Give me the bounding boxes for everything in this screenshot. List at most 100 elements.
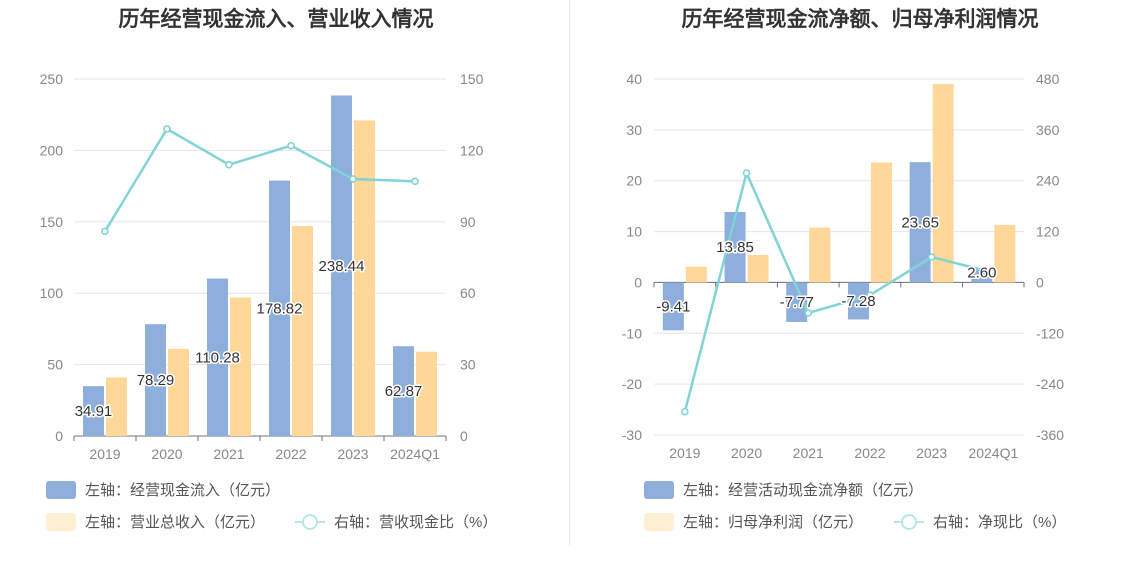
right-axis-tick-label: 90 bbox=[460, 214, 476, 230]
left-axis-tick-label: 30 bbox=[626, 122, 642, 138]
bar-data-label: 34.91 bbox=[75, 403, 113, 420]
left-axis-tick-label: -20 bbox=[622, 376, 642, 392]
left-axis-tick-label: 40 bbox=[626, 71, 642, 87]
legend-label: 左轴：经营现金流入（亿元） bbox=[85, 482, 280, 499]
bar-primary bbox=[331, 95, 352, 436]
legend-label: 右轴：营收现金比（%） bbox=[334, 514, 497, 531]
bar-secondary bbox=[106, 377, 127, 436]
left-axis-tick-label: 100 bbox=[40, 285, 64, 301]
category-label: 2024Q1 bbox=[390, 446, 440, 462]
chart-net-cash-flow-profit: 历年经营现金流净额、归母净利润情况 -30 -20 -10 0 10 20 30 40 -360 -… bbox=[622, 7, 1066, 531]
bar-primary bbox=[83, 386, 104, 436]
right-axis-tick-label: 360 bbox=[1036, 122, 1060, 138]
legend-item[interactable]: 左轴：经营活动现金流净额（亿元） bbox=[644, 481, 923, 499]
chart-cash-inflow-revenue: 历年经营现金流入、营业收入情况 0 50 100 150 200 250 0 30 60 90 120… bbox=[40, 7, 497, 531]
left-axis-tick-label: 10 bbox=[626, 224, 642, 240]
left-axis-tick-label: -30 bbox=[622, 427, 642, 443]
bar-primary bbox=[269, 180, 290, 436]
bar-data-label: 178.82 bbox=[257, 300, 303, 317]
legend-item[interactable]: 右轴：营收现金比（%） bbox=[295, 514, 497, 531]
left-axis-tick-label: 0 bbox=[634, 274, 642, 290]
legend-label: 右轴：净现比（%） bbox=[933, 514, 1066, 531]
right-axis-tick-label: 60 bbox=[460, 285, 476, 301]
legend-label: 左轴：经营活动现金流净额（亿元） bbox=[683, 482, 923, 499]
chart-divider bbox=[569, 0, 570, 545]
bar-primary bbox=[207, 278, 228, 436]
bar-secondary bbox=[168, 348, 189, 436]
bar-primary bbox=[145, 324, 166, 436]
ratio-point bbox=[989, 268, 998, 277]
bar-secondary bbox=[230, 297, 251, 436]
right-axis-tick-label: 0 bbox=[1036, 274, 1044, 290]
bar-data-label: 62.87 bbox=[385, 383, 423, 400]
bar-data-label: 238.44 bbox=[319, 258, 365, 275]
bar-data-label: 78.29 bbox=[137, 372, 175, 389]
left-axis-tick-label: 50 bbox=[47, 357, 63, 373]
legend-item[interactable]: 左轴：归母净利润（亿元） bbox=[644, 513, 863, 531]
ratio-point bbox=[101, 227, 109, 236]
legend-swatch bbox=[46, 513, 76, 531]
ratio-point bbox=[225, 160, 233, 169]
bar-secondary bbox=[354, 120, 375, 437]
category-label: 2021 bbox=[793, 445, 824, 461]
right-axis-tick-label: 120 bbox=[460, 142, 484, 158]
ratio-point bbox=[804, 309, 813, 317]
legend-swatch bbox=[46, 481, 76, 499]
bar-data-label: 23.65 bbox=[901, 214, 939, 231]
legend-swatch-marker bbox=[302, 514, 318, 530]
category-label: 2022 bbox=[275, 446, 306, 462]
bar-primary bbox=[393, 346, 414, 436]
ratio-point bbox=[681, 407, 689, 416]
right-axis-tick-label: 30 bbox=[460, 357, 476, 373]
right-axis-tick-label: 480 bbox=[1036, 71, 1060, 87]
bar-secondary bbox=[809, 227, 831, 283]
ratio-point bbox=[287, 141, 295, 150]
legend-label: 左轴：归母净利润（亿元） bbox=[683, 514, 863, 531]
category-label: 2019 bbox=[89, 446, 120, 462]
legend-swatch-marker bbox=[901, 514, 917, 530]
bar-primary bbox=[724, 211, 746, 283]
right-axis-tick-label: 150 bbox=[460, 71, 484, 87]
bar-data-label: 13.85 bbox=[716, 239, 754, 256]
bar-secondary bbox=[747, 254, 769, 283]
legend-item[interactable]: 左轴：经营现金流入（亿元） bbox=[46, 481, 280, 499]
legend-item[interactable]: 右轴：净现比（%） bbox=[894, 514, 1066, 531]
category-label: 2020 bbox=[731, 445, 762, 461]
legend-label: 左轴：营业总收入（亿元） bbox=[85, 514, 265, 531]
bar-primary bbox=[971, 269, 993, 283]
right-axis-tick-label: -120 bbox=[1036, 325, 1064, 341]
right-axis-tick-label: -360 bbox=[1036, 427, 1064, 443]
ratio-line bbox=[683, 169, 994, 413]
category-label: 2022 bbox=[854, 445, 885, 461]
bar-data-label: -9.41 bbox=[656, 298, 690, 315]
legend-swatch bbox=[644, 513, 674, 531]
bar-data-label: 2.60 bbox=[967, 264, 996, 281]
legend-swatch bbox=[644, 481, 674, 499]
ratio-point bbox=[927, 253, 936, 261]
bar-secondary bbox=[870, 162, 892, 283]
category-label: 2021 bbox=[213, 446, 244, 462]
right-axis-tick-label: 240 bbox=[1036, 173, 1060, 189]
ratio-point bbox=[163, 125, 171, 133]
left-axis-tick-label: 0 bbox=[55, 428, 63, 444]
chart-title: 历年经营现金流入、营业收入情况 bbox=[119, 7, 434, 31]
bar-data-label: -7.77 bbox=[780, 294, 814, 311]
category-label: 2023 bbox=[916, 445, 947, 461]
legend-item[interactable]: 左轴：营业总收入（亿元） bbox=[46, 513, 265, 531]
category-label: 2024Q1 bbox=[968, 445, 1018, 461]
category-label: 2019 bbox=[669, 445, 700, 461]
left-axis-tick-label: 20 bbox=[626, 173, 642, 189]
left-axis-tick-label: -10 bbox=[622, 325, 642, 341]
left-axis-tick-label: 250 bbox=[40, 71, 64, 87]
right-axis-tick-label: 0 bbox=[460, 428, 468, 444]
bar-secondary bbox=[994, 224, 1016, 283]
bar-primary bbox=[909, 162, 931, 283]
bar-data-label: -7.28 bbox=[841, 293, 875, 310]
ratio-point bbox=[742, 169, 751, 177]
ratio-point bbox=[866, 291, 874, 299]
chart-title: 历年经营现金流净额、归母净利润情况 bbox=[682, 7, 1039, 31]
ratio-line bbox=[103, 127, 416, 232]
bar-secondary bbox=[292, 226, 313, 436]
bar-secondary bbox=[685, 266, 707, 283]
